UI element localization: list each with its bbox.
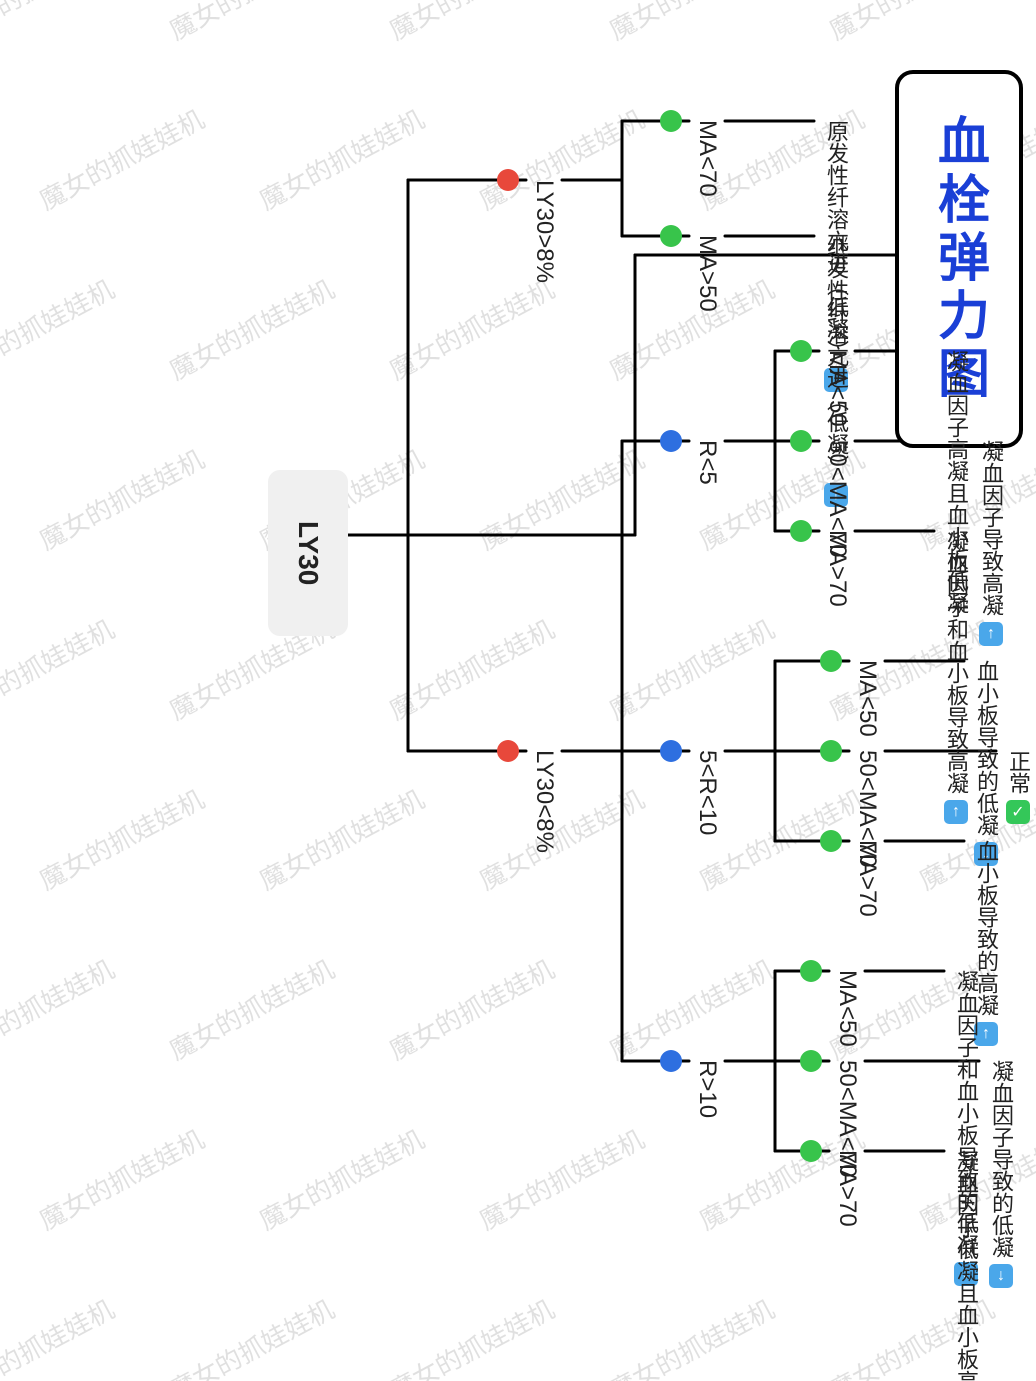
r10_ma_gt70-dot bbox=[800, 1140, 822, 1162]
r_lt5-dot bbox=[660, 430, 682, 452]
ma_lt70_a-dot bbox=[660, 110, 682, 132]
rm_ma_gt70-dot bbox=[820, 830, 842, 852]
r5_ma_gt70-dot bbox=[790, 520, 812, 542]
ly30_lt8-dot bbox=[497, 740, 519, 762]
r5_ma_mid-dot bbox=[790, 430, 812, 452]
r10_ma_lt50-label: MA<50 bbox=[833, 970, 861, 1047]
up-icon: ↑ bbox=[979, 622, 1003, 646]
r10_ma_mid-dot bbox=[800, 1050, 822, 1072]
r5_ma_lt50-dot bbox=[790, 340, 812, 362]
rm_ma_lt50-dot bbox=[820, 650, 842, 672]
r_mid-label: 5<R<10 bbox=[693, 750, 721, 835]
r5_ma_mid-leaf: 凝血因子导致高凝 ↑ bbox=[975, 440, 1007, 646]
r10_ma_gt70-label: MA>70 bbox=[833, 1150, 861, 1227]
ma_lt70_a-label: MA<70 bbox=[693, 120, 721, 197]
r_gt10-label: R>10 bbox=[693, 1060, 721, 1118]
r_gt10-dot bbox=[660, 1050, 682, 1072]
r10_ma_mid-leaf: 凝血因子导致的低凝 ↓ bbox=[985, 1060, 1017, 1288]
ly30-node: LY30 bbox=[268, 470, 348, 636]
r_mid-dot bbox=[660, 740, 682, 762]
ma_gt50_a-dot bbox=[660, 225, 682, 247]
check-icon: ✓ bbox=[1006, 800, 1030, 824]
r10_ma_gt70-leaf: 凝血因子低凝且血小板高凝↑ bbox=[950, 1150, 982, 1381]
r_lt5-label: R<5 bbox=[693, 440, 721, 485]
ly30-label: LY30 bbox=[292, 521, 324, 585]
ly30_gt8-label: LY30>8% bbox=[530, 180, 558, 283]
ma_gt50_a-label: MA>50 bbox=[693, 235, 721, 312]
rm_ma_mid-leaf-text: 正常 bbox=[1002, 750, 1034, 794]
rm_ma_mid-dot bbox=[820, 740, 842, 762]
rm_ma_lt50-leaf-text: 血小板导致的低凝 bbox=[970, 660, 1002, 836]
r5_ma_mid-leaf-text: 凝血因子导致高凝 bbox=[975, 440, 1007, 616]
rm_ma_lt50-label: MA<50 bbox=[853, 660, 881, 737]
r5_ma_lt50-label: MA<50 bbox=[823, 350, 851, 427]
r10_ma_mid-leaf-text: 凝血因子导致的低凝 bbox=[985, 1060, 1017, 1258]
r5_ma_gt70-leaf-text: 凝血因子和血小板导致高凝 bbox=[940, 530, 972, 794]
up-icon: ↑ bbox=[944, 800, 968, 824]
r5_ma_gt70-label: MA>70 bbox=[823, 530, 851, 607]
r5_ma_gt70-leaf: 凝血因子和血小板导致高凝 ↑ bbox=[940, 530, 972, 824]
r10_ma_gt70-leaf-text: 凝血因子低凝且血小板高凝 bbox=[950, 1150, 982, 1381]
rm_ma_lt50-leaf: 血小板导致的低凝↓ bbox=[970, 660, 1002, 866]
ly30_lt8-label: LY30<8% bbox=[530, 750, 558, 853]
rm_ma_mid-leaf: 正常 ✓ bbox=[1002, 750, 1034, 824]
ly30_gt8-dot bbox=[497, 169, 519, 191]
r10_ma_lt50-dot bbox=[800, 960, 822, 982]
down-icon: ↓ bbox=[989, 1264, 1013, 1288]
rm_ma_gt70-label: MA>70 bbox=[853, 840, 881, 917]
